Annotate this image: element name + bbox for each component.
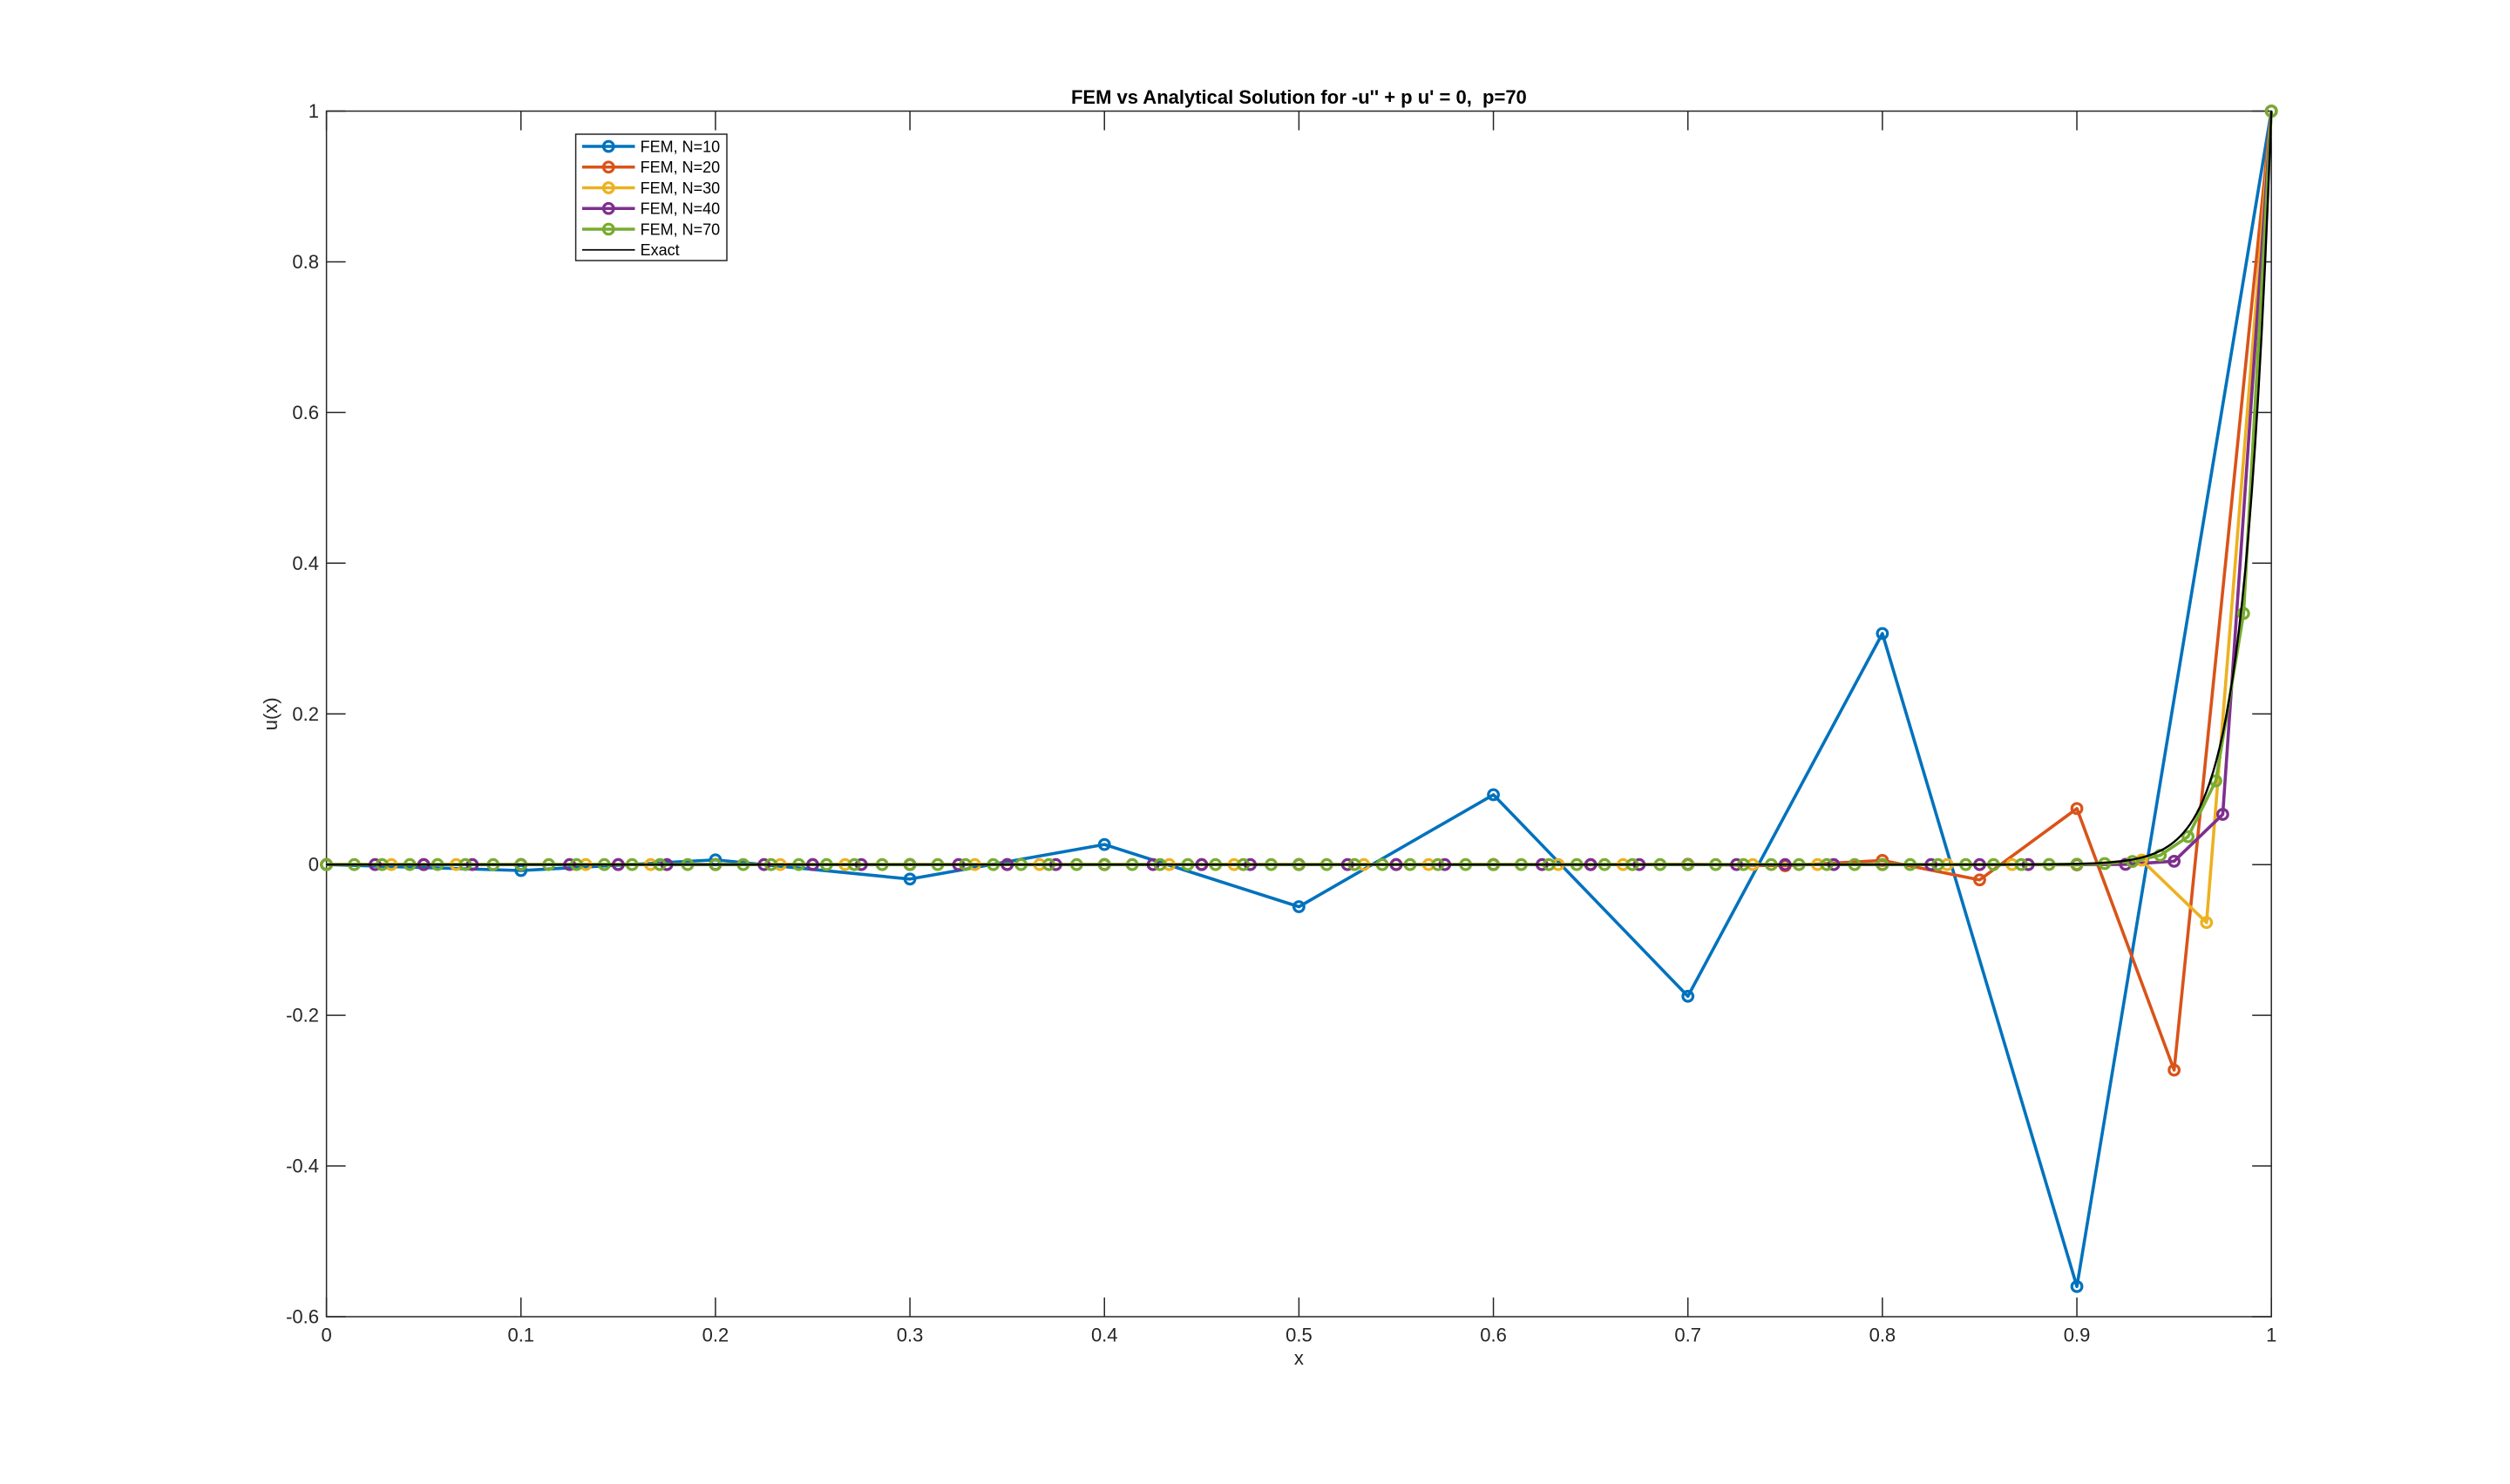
svg-text:FEM, N=20: FEM, N=20 [641,159,721,176]
svg-text:0.1: 0.1 [507,1325,534,1346]
svg-text:0.2: 0.2 [292,703,319,725]
svg-text:0.9: 0.9 [2064,1325,2091,1346]
svg-text:0.7: 0.7 [1674,1325,1701,1346]
svg-text:FEM, N=40: FEM, N=40 [641,200,721,218]
svg-text:-0.6: -0.6 [286,1306,319,1328]
svg-text:-0.2: -0.2 [286,1005,319,1027]
svg-text:FEM, N=30: FEM, N=30 [641,180,721,197]
svg-text:0.6: 0.6 [292,402,319,424]
svg-text:FEM, N=70: FEM, N=70 [641,220,721,238]
svg-text:0: 0 [321,1325,331,1346]
svg-text:Exact: Exact [641,241,680,259]
svg-text:0: 0 [309,854,319,876]
svg-text:0.8: 0.8 [292,251,319,273]
svg-text:1: 1 [2266,1325,2276,1346]
svg-text:-0.4: -0.4 [286,1155,319,1177]
svg-text:FEM, N=10: FEM, N=10 [641,138,721,155]
svg-text:x: x [1294,1347,1304,1369]
svg-text:0.3: 0.3 [897,1325,924,1346]
svg-text:0.4: 0.4 [1091,1325,1118,1346]
svg-text:0.8: 0.8 [1869,1325,1896,1346]
svg-text:0.5: 0.5 [1286,1325,1313,1346]
svg-text:0.2: 0.2 [702,1325,729,1346]
svg-text:1: 1 [309,100,319,122]
svg-text:0.4: 0.4 [292,552,319,574]
svg-text:u(x): u(x) [260,697,282,730]
svg-text:0.6: 0.6 [1480,1325,1507,1346]
svg-text:FEM vs Analytical Solution for: FEM vs Analytical Solution for -u'' + p … [1071,86,1527,108]
